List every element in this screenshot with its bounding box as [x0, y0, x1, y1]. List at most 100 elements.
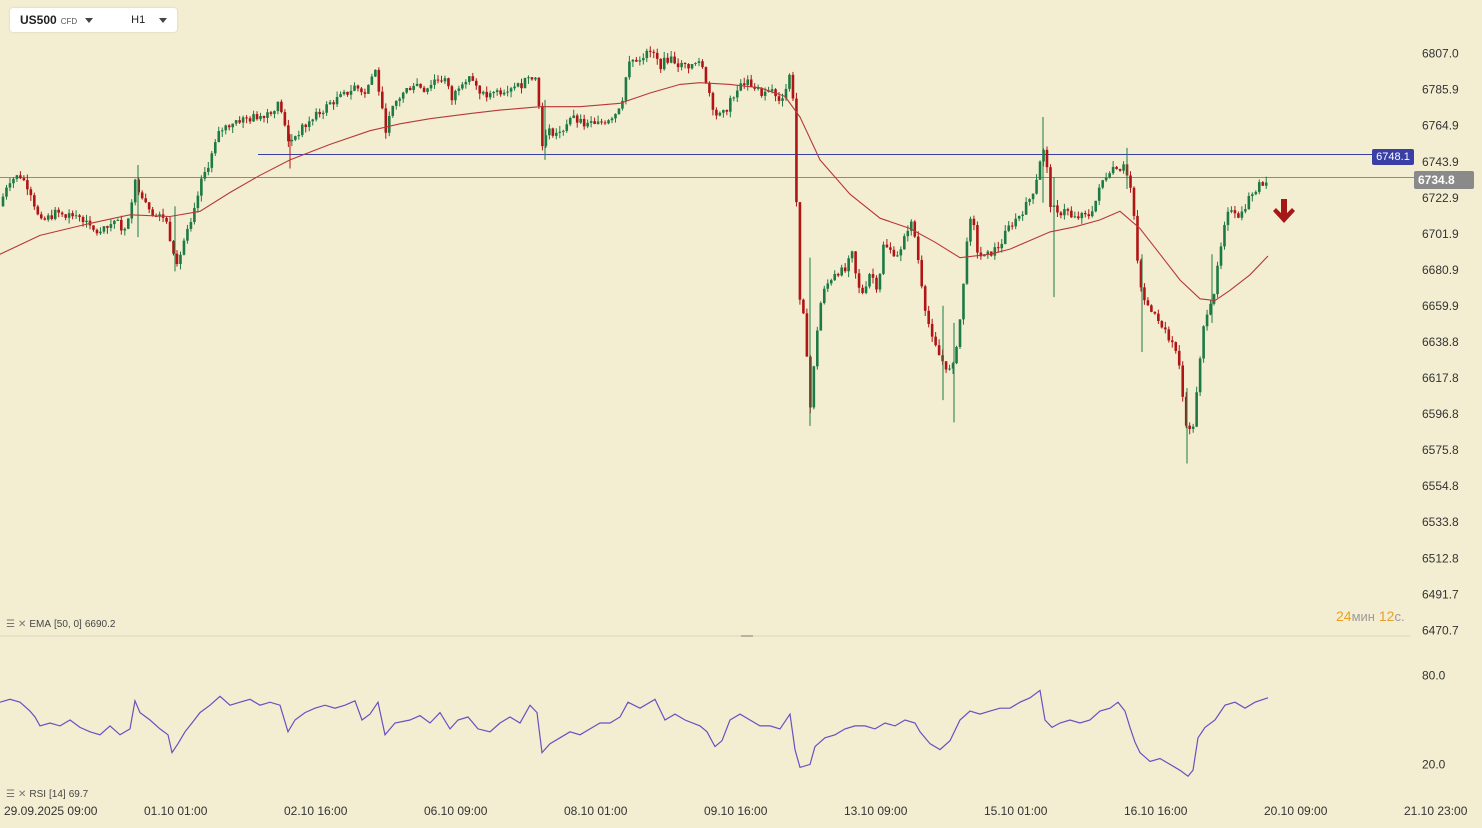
candle-body — [889, 247, 892, 250]
chevron-down-icon[interactable] — [159, 17, 168, 23]
down-arrow-icon[interactable] — [1271, 197, 1297, 225]
candle-body — [349, 90, 353, 95]
pane-resize-handle[interactable] — [741, 635, 753, 637]
candle-body — [690, 64, 694, 69]
menu-icon[interactable]: ☰ — [6, 789, 15, 800]
candle-body — [15, 175, 19, 179]
candle-body — [273, 111, 276, 114]
candle-body — [896, 255, 899, 257]
candle-body — [527, 77, 530, 79]
candle-body — [405, 88, 408, 93]
rsi-line — [0, 689, 1269, 778]
timeframe-selector[interactable]: H1 — [131, 14, 146, 26]
candle-body — [621, 100, 624, 109]
candle-body — [408, 88, 412, 91]
candle-body — [1233, 210, 1237, 214]
candle-body — [255, 114, 259, 120]
candle-body — [906, 230, 910, 237]
candle-body — [864, 286, 868, 293]
candle-body — [1129, 175, 1132, 188]
candle-body — [1014, 218, 1017, 227]
candle-body — [1035, 179, 1038, 194]
candle-body — [154, 215, 158, 217]
candle-body — [1021, 214, 1024, 216]
candle-body — [8, 183, 12, 188]
candle-body — [586, 122, 589, 127]
candle-body — [1170, 340, 1174, 343]
candle-body — [67, 213, 71, 218]
symbol-selector[interactable]: US500 CFD H1 — [10, 8, 177, 32]
candle-body — [360, 88, 363, 93]
chevron-down-icon[interactable] — [85, 17, 94, 23]
candle-body — [287, 125, 290, 142]
candle-body — [816, 330, 819, 367]
candle-body — [461, 84, 464, 89]
candle-body — [186, 228, 189, 241]
candle-body — [1157, 313, 1160, 322]
candle-body — [767, 90, 770, 92]
candle-body — [304, 124, 308, 127]
candle-body — [993, 247, 997, 256]
candle-body — [248, 118, 252, 122]
candle-body — [39, 214, 43, 219]
candle-body — [722, 110, 725, 113]
level-price-tag[interactable]: 6748.1 — [1372, 149, 1414, 165]
candle-body — [1205, 314, 1209, 327]
candle-body — [213, 142, 217, 154]
candle-body — [1094, 200, 1098, 212]
close-icon[interactable]: ✕ — [17, 789, 27, 800]
candle-body — [1244, 209, 1247, 212]
candle-body — [381, 91, 384, 109]
rsi-tick-label: 80.0 — [1422, 669, 1446, 683]
candle-body — [266, 112, 269, 118]
candle-body — [655, 52, 659, 59]
candle-body — [495, 90, 499, 93]
candle-body — [450, 86, 454, 101]
candle-body — [582, 118, 586, 127]
price-tick-label: 6470.7 — [1422, 624, 1459, 638]
candle-body — [499, 90, 502, 95]
candle-body — [1198, 358, 1202, 393]
candle-body — [234, 120, 238, 124]
candle-body — [74, 215, 78, 217]
candle-body — [1223, 224, 1226, 247]
candle-body — [19, 175, 22, 179]
candle-body — [1195, 392, 1198, 427]
rsi-axis: 80.0 20.0 — [1422, 669, 1446, 772]
candle-body — [203, 171, 207, 179]
candle-body — [899, 249, 903, 256]
candle-body — [172, 241, 175, 254]
current-price-tag: 6734.8 — [1414, 171, 1474, 189]
price-tick-label: 6743.9 — [1422, 155, 1459, 169]
horizontal-levels[interactable] — [0, 154, 1414, 178]
price-tick-label: 6638.8 — [1422, 335, 1459, 349]
candle-body — [1049, 167, 1052, 207]
candle-body — [57, 209, 60, 213]
candle-body — [314, 111, 318, 120]
candle-body — [694, 62, 697, 65]
candle-body — [1056, 205, 1059, 213]
menu-icon[interactable]: ☰ — [6, 619, 15, 630]
candle-body — [210, 153, 214, 168]
candle-body — [610, 118, 614, 121]
candle-body — [321, 112, 325, 115]
candlestick-series — [1, 46, 1268, 464]
price-tick-label: 6764.9 — [1422, 119, 1459, 133]
candle-countdown: 24мин 12с. — [1336, 608, 1405, 624]
candle-body — [718, 112, 722, 116]
countdown-minutes: 24 — [1336, 608, 1352, 624]
symbol-name[interactable]: US500 — [20, 13, 57, 27]
candle-body — [126, 218, 130, 229]
candle-body — [193, 208, 196, 222]
candle-body — [1184, 396, 1188, 426]
candle-body — [1031, 193, 1035, 200]
time-axis: 29.09.2025 09:00 01.10 01:00 02.10 16:00 06… — [4, 804, 1468, 818]
candle-body — [1017, 215, 1021, 219]
candle-body — [951, 363, 955, 369]
candle-body — [642, 58, 645, 61]
close-icon[interactable]: ✕ — [17, 619, 27, 630]
candle-body — [955, 346, 958, 364]
candle-body — [488, 93, 492, 98]
candle-body — [123, 228, 127, 231]
